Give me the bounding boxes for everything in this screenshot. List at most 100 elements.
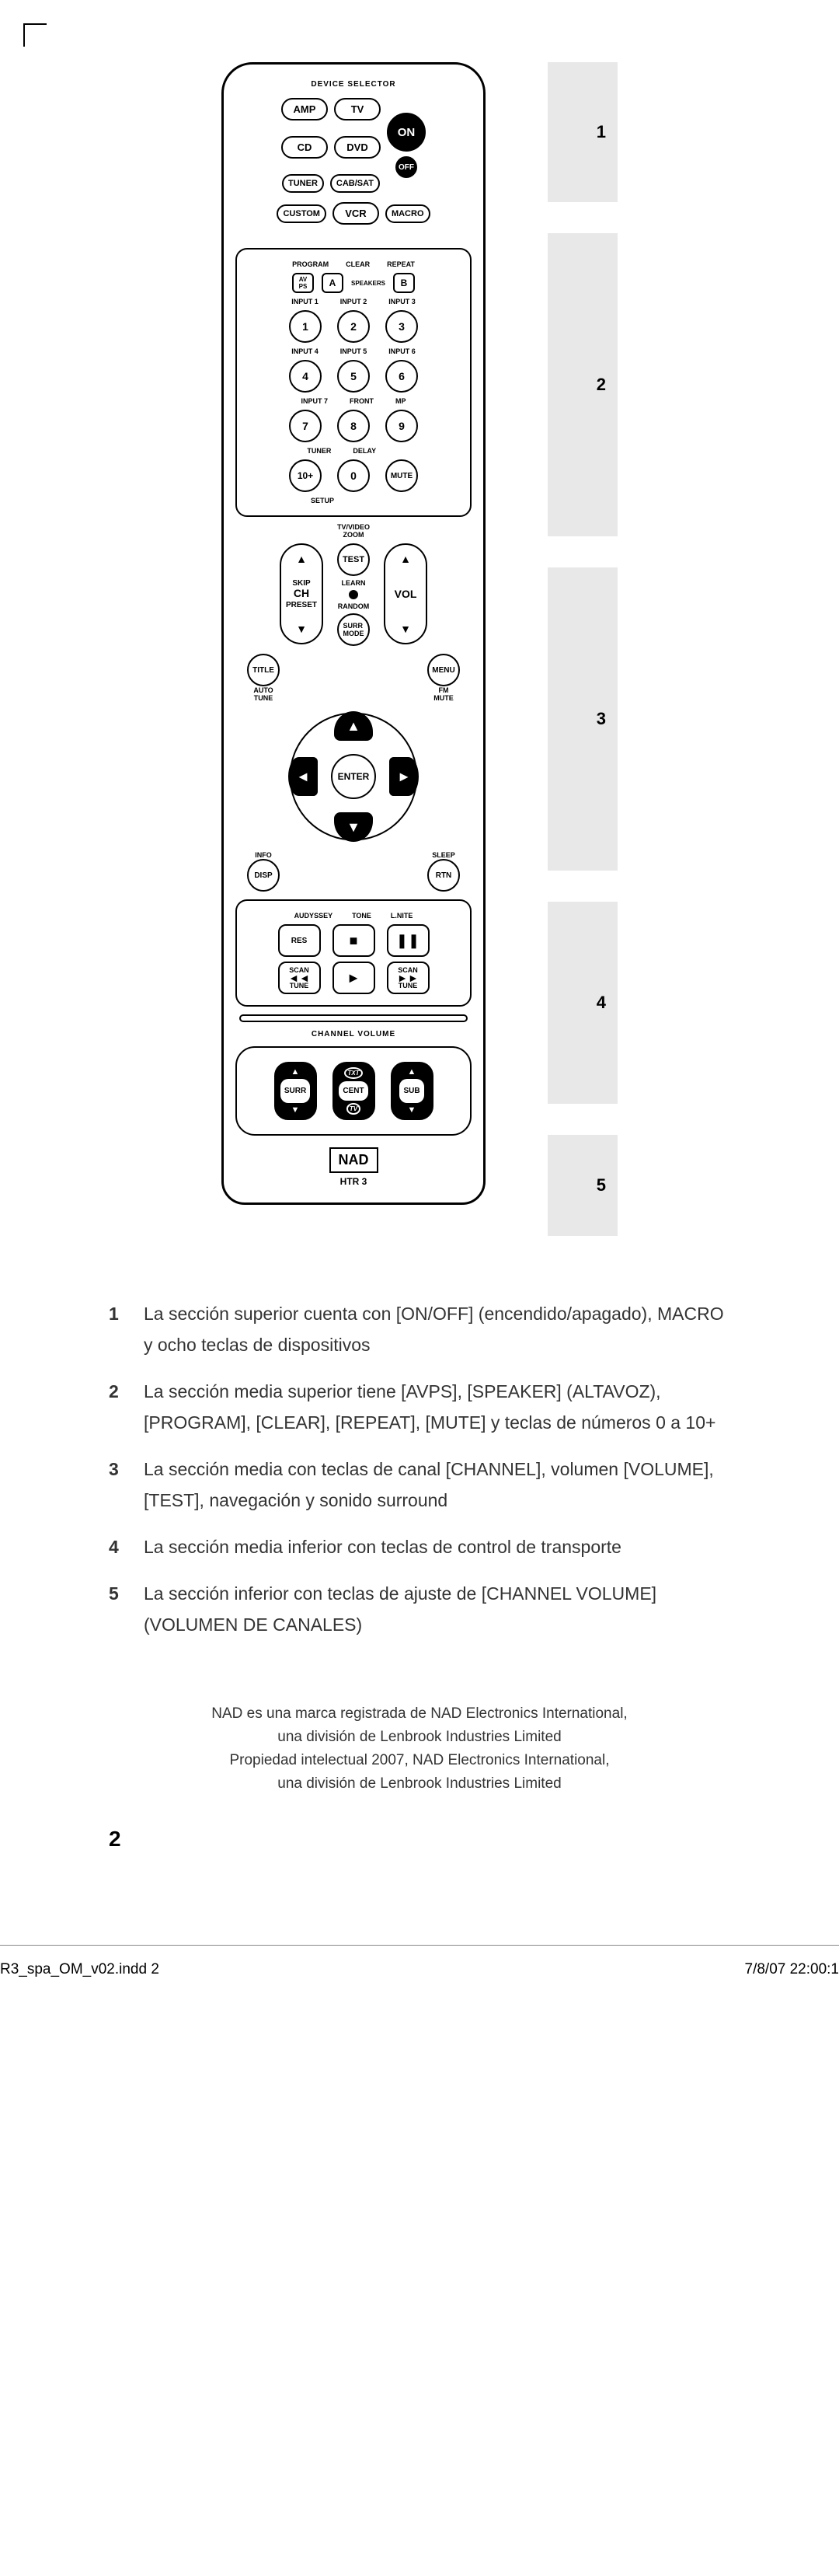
- dpad-left-button[interactable]: ◄: [288, 757, 318, 796]
- desc-text: La sección inferior con teclas de ajuste…: [144, 1578, 730, 1640]
- surr-label: SURR: [280, 1079, 310, 1103]
- title-button[interactable]: TITLE: [247, 654, 280, 686]
- section-markers: 1 2 3 4 5: [548, 62, 618, 1236]
- setup-label: SETUP: [311, 497, 334, 504]
- desc-text: La sección media con teclas de canal [CH…: [144, 1454, 730, 1516]
- footer-line: una división de Lenbrook Industries Limi…: [47, 1726, 792, 1749]
- num-8-button[interactable]: 8: [337, 410, 370, 442]
- front-label: FRONT: [350, 397, 374, 405]
- num-9-button[interactable]: 9: [385, 410, 418, 442]
- down-arrow-icon: ▼: [291, 1105, 300, 1115]
- speakers-label: SPEAKERS: [351, 280, 385, 287]
- enter-button[interactable]: ENTER: [331, 754, 376, 799]
- num-7-button[interactable]: 7: [289, 410, 322, 442]
- num-3-button[interactable]: 3: [385, 310, 418, 343]
- learn-led-icon: [349, 590, 358, 599]
- cabsat-button[interactable]: CAB/SAT: [330, 174, 380, 193]
- vol-rocker[interactable]: ▲ VOL ▼: [384, 543, 427, 644]
- tune-label: TUNE: [290, 982, 309, 990]
- up-arrow-icon: ▲: [291, 1067, 300, 1077]
- menu-button[interactable]: MENU: [427, 654, 460, 686]
- footer-line: Propiedad intelectual 2007, NAD Electron…: [47, 1749, 792, 1772]
- tv-icon: TV: [346, 1103, 360, 1115]
- disp-button[interactable]: DISP: [247, 859, 280, 892]
- desc-text: La sección media superior tiene [AVPS], …: [144, 1376, 730, 1438]
- tv-button[interactable]: TV: [334, 98, 381, 120]
- section-2: PROGRAM CLEAR REPEAT AV PS A SPEAKERS B …: [235, 248, 472, 517]
- test-button[interactable]: TEST: [337, 543, 370, 576]
- fmmute-label: FM MUTE: [427, 686, 460, 702]
- num-2-button[interactable]: 2: [337, 310, 370, 343]
- desc-text: La sección media inferior con teclas de …: [144, 1531, 621, 1562]
- input2-label: INPUT 2: [340, 298, 367, 305]
- amp-button[interactable]: AMP: [281, 98, 328, 120]
- scan-ff-button[interactable]: SCAN►►TUNE: [387, 962, 430, 994]
- speaker-b-button[interactable]: B: [393, 273, 415, 293]
- scan-rew-button[interactable]: SCAN◄◄TUNE: [278, 962, 321, 994]
- off-button[interactable]: OFF: [395, 156, 417, 178]
- surr-adjust-button[interactable]: ▲ SURR ▼: [274, 1062, 317, 1120]
- ch-rocker[interactable]: ▲ SKIPCHPRESET ▼: [280, 543, 323, 644]
- tone-label: TONE: [352, 912, 371, 920]
- avps-button[interactable]: AV PS: [292, 273, 314, 293]
- device-selector-label: DEVICE SELECTOR: [235, 80, 472, 89]
- zoom-label: ZOOM: [235, 531, 472, 539]
- rtn-button[interactable]: RTN: [427, 859, 460, 892]
- channel-volume-label: CHANNEL VOLUME: [235, 1030, 472, 1038]
- description-list: 1La sección superior cuenta con [ON/OFF]…: [47, 1298, 792, 1640]
- cd-button[interactable]: CD: [281, 136, 328, 159]
- on-button[interactable]: ON: [387, 113, 426, 152]
- marker-2: 2: [548, 233, 618, 536]
- clear-label: CLEAR: [346, 260, 370, 268]
- program-label: PROGRAM: [292, 260, 329, 268]
- meta-datetime: 7/8/07 22:00:1: [745, 1961, 839, 1978]
- tuner-button[interactable]: TUNER: [282, 174, 324, 193]
- up-arrow-icon-2: ▲: [408, 1067, 416, 1077]
- num-0-button[interactable]: 0: [337, 459, 370, 492]
- mute-button[interactable]: MUTE: [385, 459, 418, 492]
- play-button[interactable]: ►: [332, 962, 375, 994]
- surr-mode-button[interactable]: SURR MODE: [337, 613, 370, 646]
- list-item: 5La sección inferior con teclas de ajust…: [109, 1578, 730, 1640]
- tvvideo-label: TV/VIDEO: [235, 523, 472, 531]
- num-1-button[interactable]: 1: [289, 310, 322, 343]
- speaker-a-button[interactable]: A: [322, 273, 343, 293]
- footer-line: NAD es una marca registrada de NAD Elect…: [47, 1702, 792, 1726]
- tune-label-2: TUNE: [399, 982, 418, 990]
- print-meta: R3_spa_OM_v02.indd 2 7/8/07 22:00:1: [0, 1945, 839, 1986]
- forward-icon: ►►: [397, 974, 419, 982]
- input4-label: INPUT 4: [291, 347, 319, 355]
- stop-button[interactable]: ■: [332, 924, 375, 957]
- remote-section: ESPAÑOL DEVICE SELECTOR AMP TV CD DVD TU…: [47, 62, 792, 1236]
- ch-rocker-label: SKIPCHPRESET: [286, 578, 317, 610]
- res-button[interactable]: RES: [278, 924, 321, 957]
- num-4-button[interactable]: 4: [289, 360, 322, 393]
- dpad-right-button[interactable]: ►: [389, 757, 419, 796]
- pause-button[interactable]: ❚❚: [387, 924, 430, 957]
- rewind-icon: ◄◄: [288, 974, 310, 982]
- num-10plus-button[interactable]: 10+: [289, 459, 322, 492]
- sub-adjust-button[interactable]: ▲SUB▼: [391, 1062, 433, 1120]
- ch-down-icon: ▼: [296, 623, 307, 635]
- marker-1: 1: [548, 62, 618, 202]
- footer-line: una división de Lenbrook Industries Limi…: [47, 1772, 792, 1796]
- dvd-button[interactable]: DVD: [334, 136, 381, 159]
- input3-label: INPUT 3: [388, 298, 416, 305]
- custom-button[interactable]: CUSTOM: [277, 204, 326, 223]
- play-icon: ►: [346, 970, 360, 986]
- list-item: 1La sección superior cuenta con [ON/OFF]…: [109, 1298, 730, 1360]
- macro-button[interactable]: MACRO: [385, 204, 430, 223]
- num-5-button[interactable]: 5: [337, 360, 370, 393]
- num-6-button[interactable]: 6: [385, 360, 418, 393]
- random-label: RANDOM: [338, 602, 370, 610]
- brand-model: HTR 3: [235, 1176, 472, 1187]
- cent-adjust-button[interactable]: TXTCENTTV: [332, 1062, 375, 1120]
- section-5: CHANNEL VOLUME ▲ SURR ▼ TXTCENTTV ▲SUB▼: [235, 1014, 472, 1136]
- vol-rocker-label: VOL: [395, 589, 417, 599]
- marker-3: 3: [548, 567, 618, 871]
- section-4: AUDYSSEYTONEL.NITE RES ■ ❚❚ SCAN◄◄TUNE ►…: [235, 899, 472, 1007]
- vcr-button[interactable]: VCR: [332, 202, 379, 225]
- down-arrow-icon-2: ▼: [408, 1105, 416, 1115]
- mp-label: MP: [395, 397, 406, 405]
- txt-icon: TXT: [344, 1067, 362, 1079]
